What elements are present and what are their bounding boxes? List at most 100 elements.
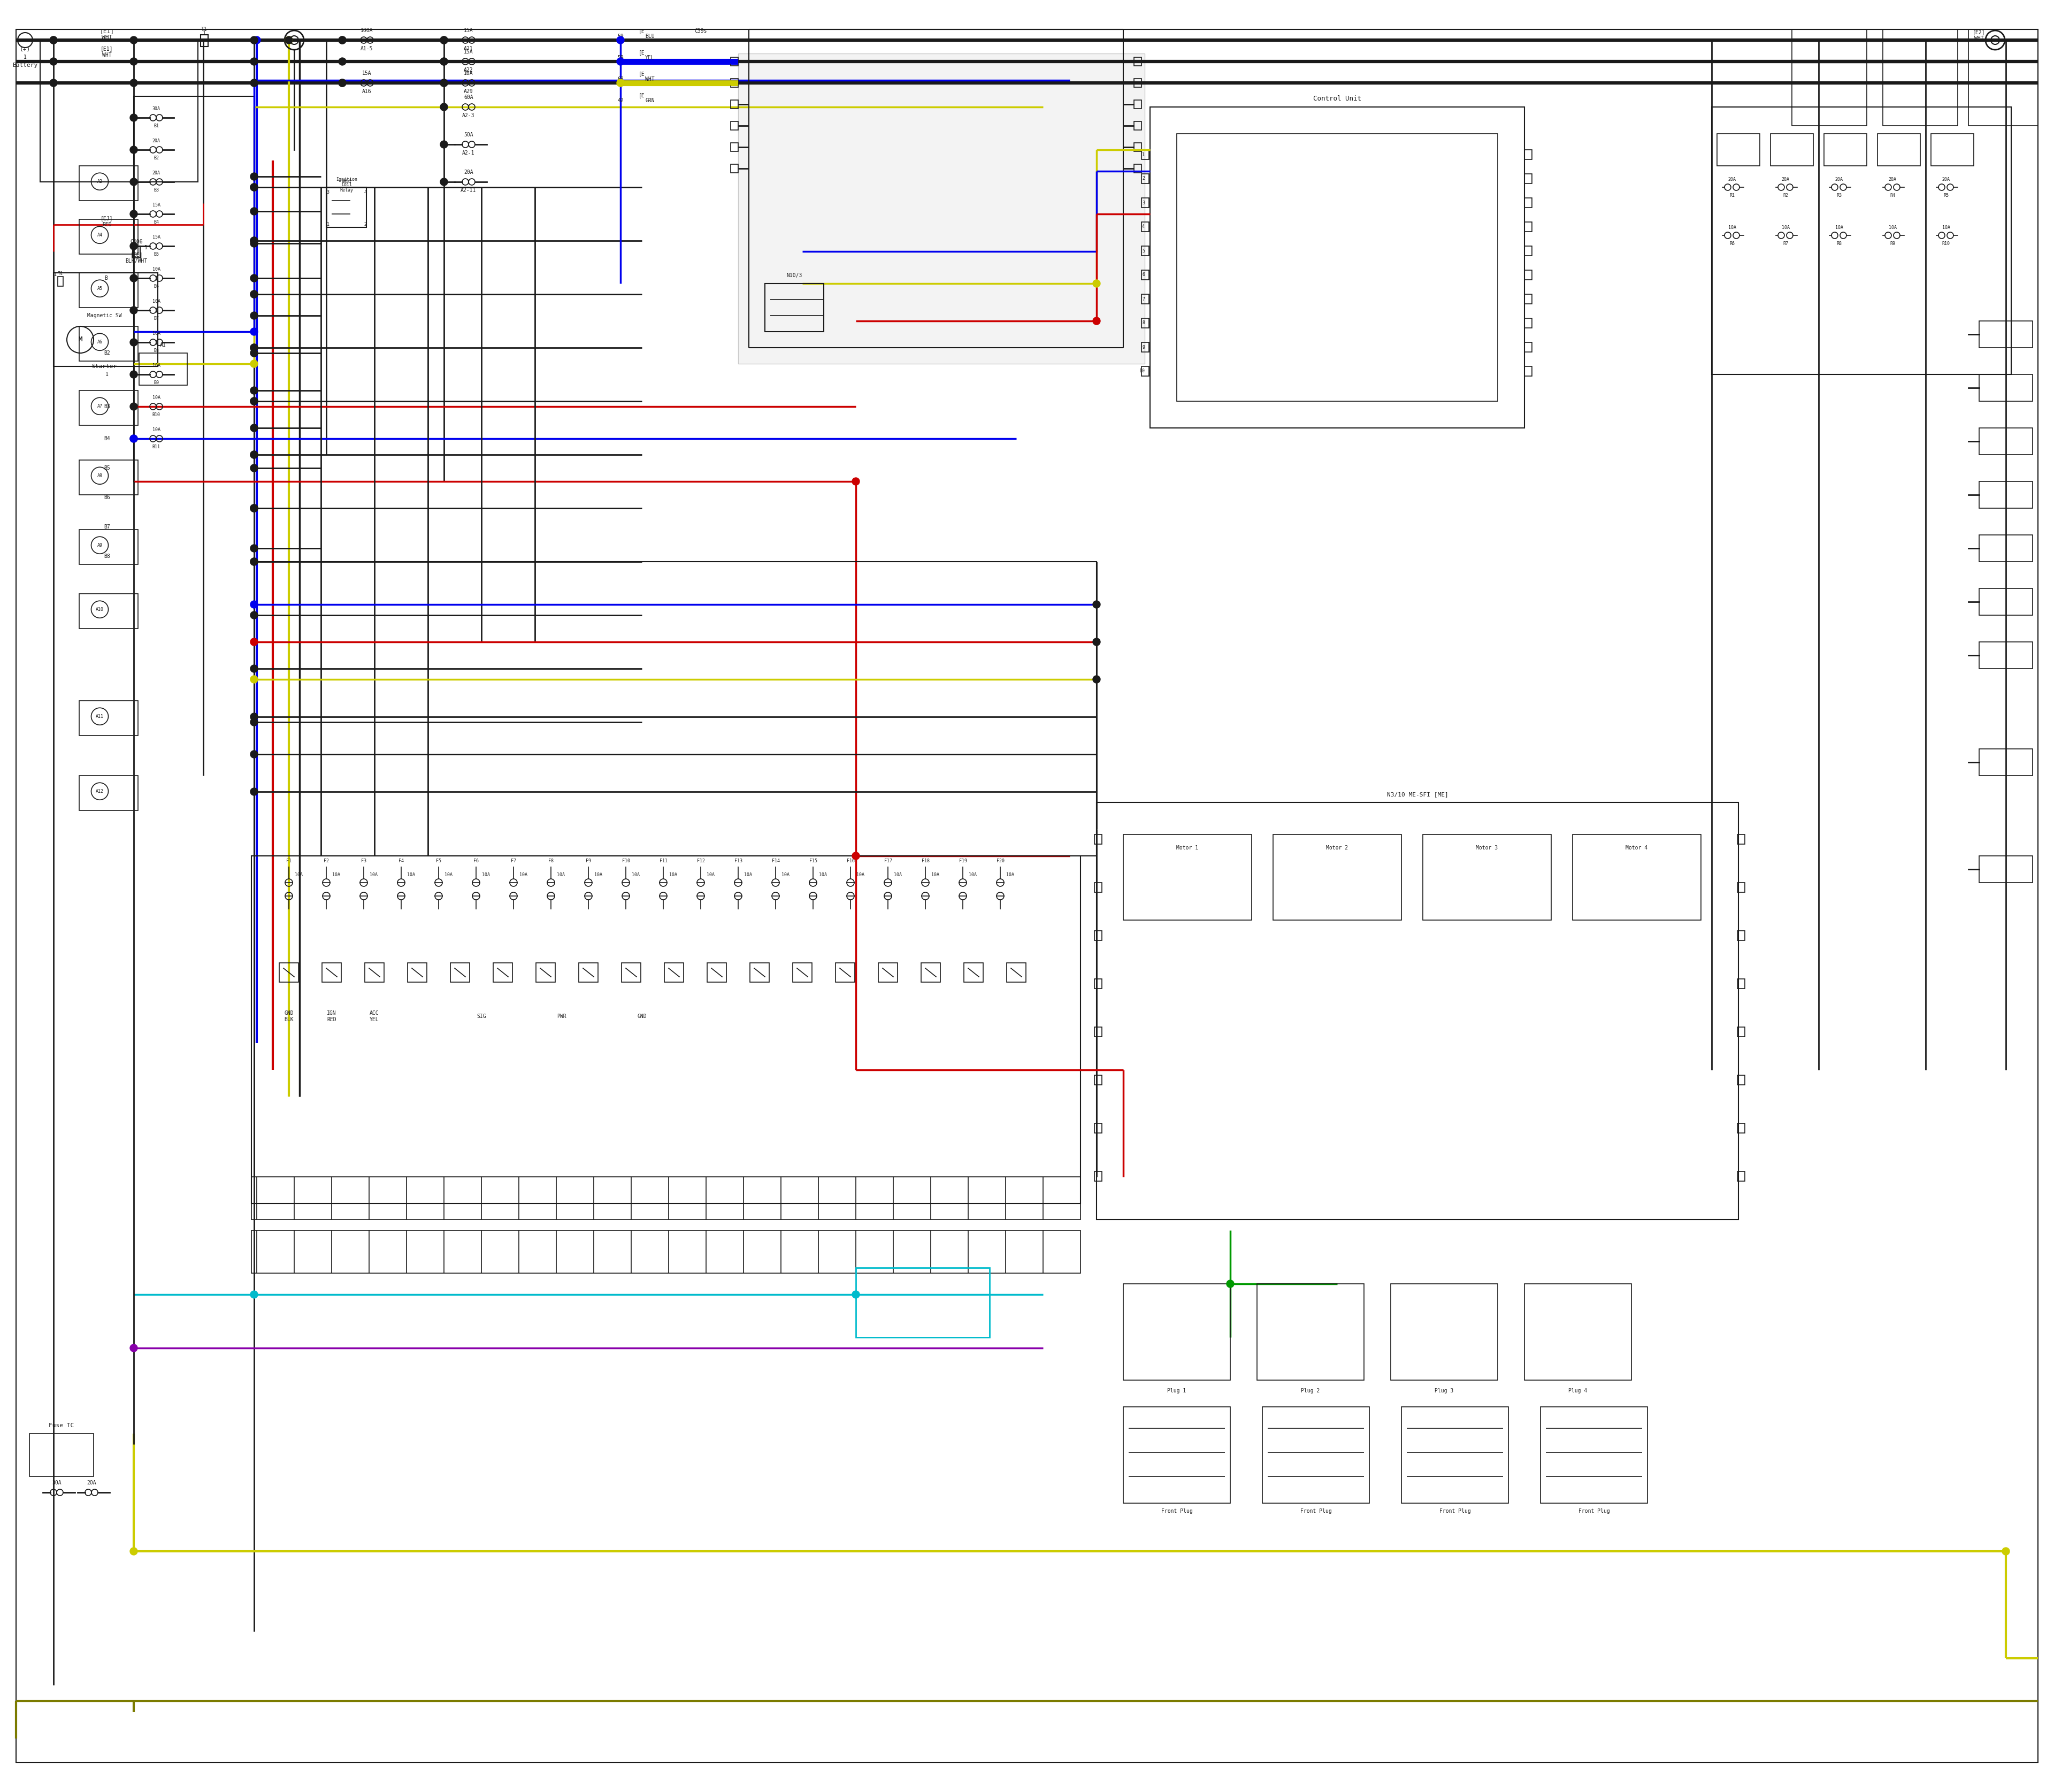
Text: 10A: 10A <box>744 873 752 876</box>
Text: F7: F7 <box>511 858 516 864</box>
Bar <box>1738 930 1744 941</box>
Text: 10A: 10A <box>930 873 939 876</box>
Bar <box>1771 134 1814 167</box>
Bar <box>663 962 684 982</box>
Bar <box>737 54 1144 364</box>
Text: Motor 2: Motor 2 <box>1327 846 1347 851</box>
Text: 1: 1 <box>203 30 205 36</box>
Bar <box>1884 29 1957 125</box>
Text: A11: A11 <box>97 713 105 719</box>
Bar <box>1095 1124 1101 1133</box>
Text: 10A: 10A <box>407 873 415 876</box>
Text: WHT: WHT <box>645 77 655 82</box>
Text: WHT: WHT <box>1974 36 1984 41</box>
Text: R1: R1 <box>1729 194 1736 197</box>
Bar <box>836 962 854 982</box>
Circle shape <box>339 36 345 43</box>
Bar <box>963 962 984 982</box>
Text: Battery: Battery <box>12 63 37 68</box>
Text: 68: 68 <box>618 77 624 82</box>
Circle shape <box>251 504 259 513</box>
Bar <box>731 122 737 131</box>
Text: 10A: 10A <box>520 873 528 876</box>
Text: 7: 7 <box>1142 297 1144 301</box>
Bar <box>1177 134 1497 401</box>
Text: 10A: 10A <box>483 873 489 876</box>
Circle shape <box>251 665 259 672</box>
Text: B8: B8 <box>154 348 158 353</box>
Text: Starter: Starter <box>92 364 117 369</box>
Circle shape <box>440 36 448 43</box>
Text: F14: F14 <box>772 858 781 864</box>
Bar <box>1524 271 1532 280</box>
Bar <box>579 962 598 982</box>
Bar <box>1540 1407 1647 1503</box>
Text: A1-5: A1-5 <box>362 47 374 52</box>
Bar <box>1124 1407 1230 1503</box>
Text: BLU: BLU <box>645 34 655 39</box>
Circle shape <box>251 788 259 796</box>
Bar <box>1524 1283 1631 1380</box>
Circle shape <box>251 344 259 351</box>
Bar <box>255 561 1097 857</box>
Text: GND
BLK: GND BLK <box>283 1011 294 1021</box>
Bar <box>731 79 737 88</box>
Bar <box>1738 883 1744 892</box>
Text: Fuse TC: Fuse TC <box>49 1423 74 1428</box>
Text: (+): (+) <box>21 47 31 52</box>
Circle shape <box>49 36 58 43</box>
Circle shape <box>339 57 345 65</box>
Bar <box>1124 1283 1230 1380</box>
Circle shape <box>251 611 259 618</box>
Text: F10: F10 <box>622 858 631 864</box>
Text: Plug 3: Plug 3 <box>1436 1389 1454 1394</box>
Text: 8: 8 <box>1142 321 1144 326</box>
Text: 10A: 10A <box>1781 226 1789 229</box>
Circle shape <box>251 344 259 351</box>
Bar <box>1401 1407 1508 1503</box>
Bar <box>80 530 138 564</box>
Bar <box>1824 134 1867 167</box>
Text: 10A: 10A <box>370 873 378 876</box>
Text: 4: 4 <box>364 190 368 195</box>
Text: Motor 3: Motor 3 <box>1477 846 1497 851</box>
Bar <box>1150 108 1524 428</box>
Text: [E1]: [E1] <box>101 29 115 34</box>
Text: M: M <box>78 337 82 342</box>
Circle shape <box>251 676 259 683</box>
Circle shape <box>440 79 448 86</box>
Text: [E2]: [E2] <box>1972 29 1986 34</box>
Circle shape <box>251 57 259 65</box>
Bar <box>140 353 187 385</box>
Text: SIG: SIG <box>477 1014 487 1020</box>
Circle shape <box>129 115 138 122</box>
Circle shape <box>129 435 138 443</box>
Bar <box>1980 749 2033 776</box>
Bar <box>80 219 138 254</box>
Circle shape <box>852 853 859 860</box>
Text: R9: R9 <box>1890 240 1896 246</box>
Bar <box>622 962 641 982</box>
Circle shape <box>616 57 624 65</box>
Text: A1: A1 <box>160 342 166 348</box>
Text: F19: F19 <box>959 858 967 864</box>
Text: A5: A5 <box>97 287 103 290</box>
Circle shape <box>251 237 259 244</box>
Text: C406: C406 <box>129 238 142 244</box>
Bar <box>1980 428 2033 455</box>
Text: Ignition: Ignition <box>337 177 357 181</box>
Bar <box>80 167 138 201</box>
Bar <box>1524 197 1532 208</box>
Circle shape <box>440 104 448 111</box>
Bar <box>251 1231 1080 1272</box>
Circle shape <box>1226 1279 1234 1288</box>
Text: F20: F20 <box>996 858 1004 864</box>
Bar <box>731 57 737 66</box>
Bar <box>80 461 138 495</box>
Bar <box>1423 835 1551 919</box>
Circle shape <box>286 36 292 43</box>
Bar <box>1095 1027 1101 1038</box>
Text: 20A: 20A <box>152 138 160 143</box>
Text: 10A: 10A <box>444 873 452 876</box>
Bar <box>322 962 341 982</box>
